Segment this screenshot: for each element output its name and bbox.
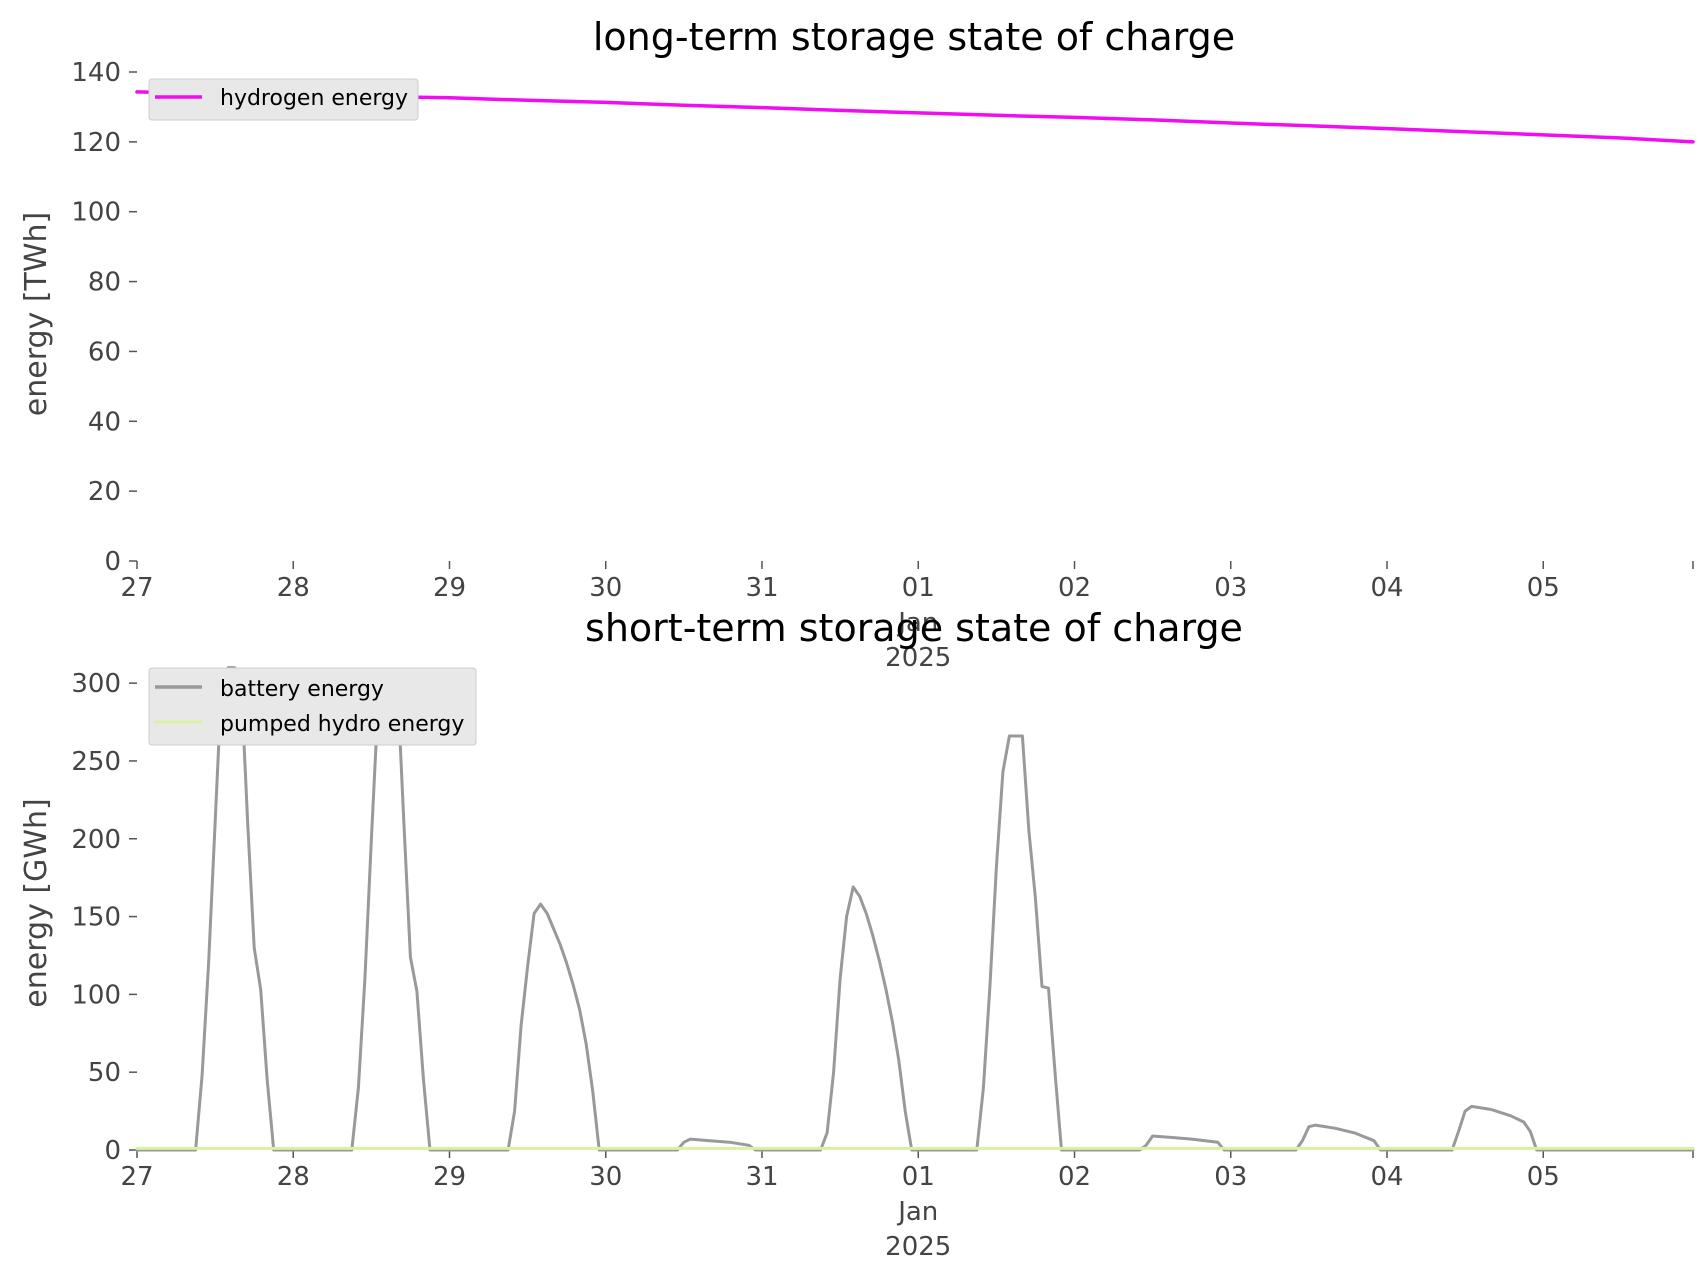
chart-short-term: short-term storage state of charge energ… [19,606,1695,1262]
y-tick-label: 20 [88,477,121,507]
y-tick-label: 100 [71,980,121,1010]
plot-area [135,666,1695,1152]
y-axis-label: energy [GWh] [19,798,54,1007]
y-tick-label: 200 [71,825,121,855]
chart-title: long-term storage state of charge [593,15,1235,59]
y-tick-label: 40 [88,407,121,437]
x-tick-label: 01 [902,1162,935,1192]
y-tick-label: 80 [88,268,121,298]
chart-title: short-term storage state of charge [585,606,1243,650]
x-tick-label: 01 [902,573,935,603]
x-tick-label-month: Jan [896,1197,938,1227]
y-tick-label: 50 [88,1058,121,1088]
chart-long-term: long-term storage state of charge energy… [19,15,1695,673]
x-tick-label: 05 [1527,573,1560,603]
series-line-battery-energy [135,666,1695,1152]
x-tick-label: 04 [1370,1162,1403,1192]
y-tick-label: 60 [88,337,121,367]
x-tick-label: 03 [1214,573,1247,603]
x-tick-label: 29 [433,573,466,603]
y-axis-label: energy [TWh] [19,212,54,416]
y-tick-label: 120 [71,128,121,158]
y-tick-label: 250 [71,747,121,777]
x-axis: 27 28 29 30 31 01 Jan 2025 02 03 04 05 [120,561,1694,673]
x-tick-label: 02 [1058,573,1091,603]
x-tick-label: 30 [589,1162,622,1192]
legend: hydrogen energy [148,78,419,121]
x-tick-label: 28 [277,1162,310,1192]
legend-label-battery: battery energy [220,677,384,702]
legend-label-pumped-hydro: pumped hydro energy [220,712,464,737]
x-tick-label: 28 [277,573,310,603]
x-tick-label: 31 [745,1162,778,1192]
x-tick-label: 03 [1214,1162,1247,1192]
x-tick-label: 04 [1370,573,1403,603]
x-tick-label: 30 [589,573,622,603]
y-axis: 0 20 40 60 80 100 120 140 [71,58,137,577]
x-tick-label: 27 [120,573,153,603]
y-tick-label: 0 [104,1136,121,1166]
x-tick-label: 29 [433,1162,466,1192]
x-tick-label-year: 2025 [885,643,951,673]
x-axis: 27 28 29 30 31 01 Jan 2025 02 03 04 05 [120,1150,1694,1262]
x-tick-label: 05 [1527,1162,1560,1192]
legend-label-hydrogen: hydrogen energy [220,86,408,111]
x-tick-label: 02 [1058,1162,1091,1192]
x-tick-label: 31 [745,573,778,603]
legend: battery energy pumped hydro energy [148,667,477,746]
y-tick-label: 150 [71,903,121,933]
y-tick-label: 100 [71,198,121,228]
legend-box [148,667,477,746]
x-tick-label: 27 [120,1162,153,1192]
y-tick-label: 300 [71,669,121,699]
legend-box [148,78,419,121]
x-tick-label-year: 2025 [885,1232,951,1262]
y-tick-label: 0 [104,547,121,577]
y-axis: 0 50 100 150 200 250 300 [71,669,137,1166]
y-tick-label: 140 [71,58,121,88]
x-tick-label-month: Jan [896,608,938,638]
